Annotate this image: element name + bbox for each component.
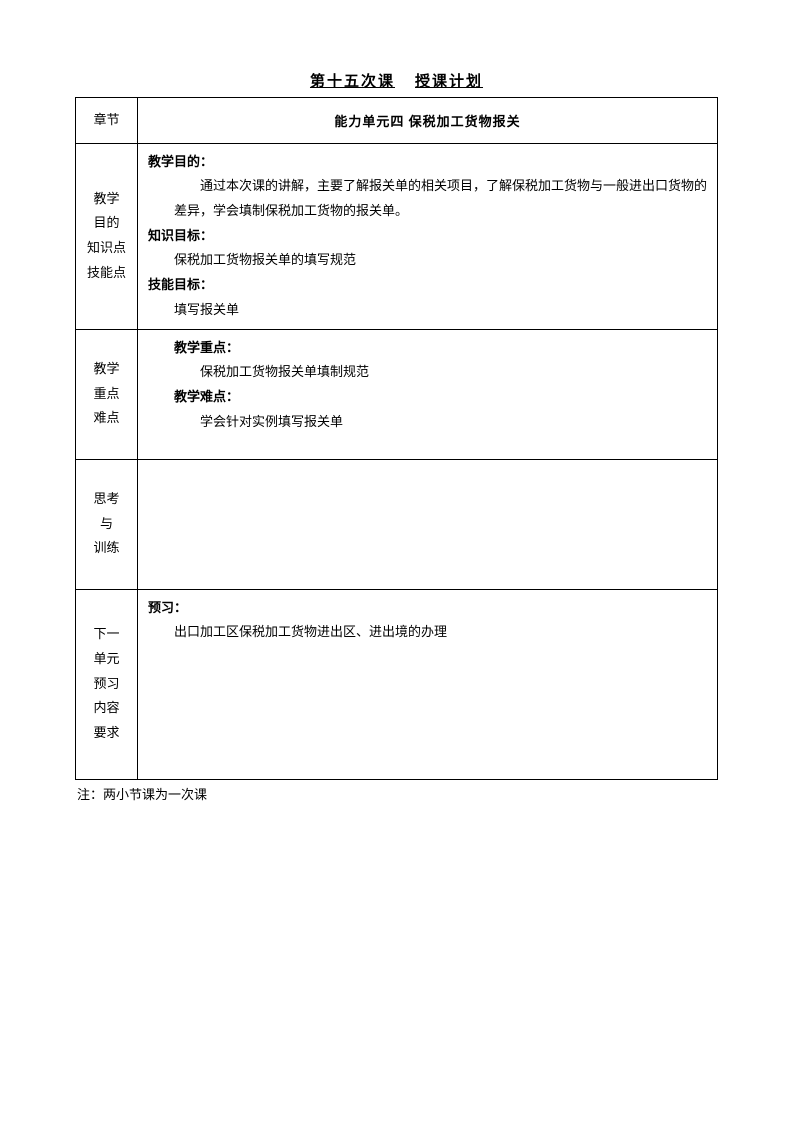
content-preview: 预习： 出口加工区保税加工货物进出区、进出境的办理 bbox=[138, 589, 718, 779]
row-objectives: 教学 目的 知识点 技能点 教学目的： 通过本次课的讲解，主要了解报关单的相关项… bbox=[76, 143, 718, 329]
label-line: 教学 bbox=[80, 357, 133, 382]
heading-skill-goal: 技能目标： bbox=[148, 273, 707, 298]
title-part-1: 第十五次课 bbox=[310, 74, 395, 90]
text-knowledge-goal: 保税加工货物报关单的填写规范 bbox=[148, 248, 707, 273]
text-difficulty: 学会针对实例填写报关单 bbox=[148, 410, 707, 435]
label-chapter-text: 章节 bbox=[93, 112, 119, 127]
label-keypoints: 教学 重点 难点 bbox=[76, 329, 138, 459]
text-teaching-goal: 通过本次课的讲解，主要了解报关单的相关项目，了解保税加工货物与一般进出口货物的差… bbox=[148, 174, 707, 223]
text-key: 保税加工货物报关单填制规范 bbox=[148, 360, 707, 385]
heading-knowledge-goal: 知识目标： bbox=[148, 224, 707, 249]
content-chapter: 能力单元四 保税加工货物报关 bbox=[138, 98, 718, 144]
footnote: 注：两小节课为一次课 bbox=[75, 784, 718, 803]
text-skill-goal: 填写报关单 bbox=[148, 298, 707, 323]
heading-key: 教学重点： bbox=[148, 336, 707, 361]
label-line: 下一 bbox=[80, 622, 133, 647]
content-objectives: 教学目的： 通过本次课的讲解，主要了解报关单的相关项目，了解保税加工货物与一般进… bbox=[138, 143, 718, 329]
heading-preview: 预习： bbox=[148, 596, 707, 621]
row-keypoints: 教学 重点 难点 教学重点： 保税加工货物报关单填制规范 教学难点： 学会针对实… bbox=[76, 329, 718, 459]
label-thinking: 思考 与 训练 bbox=[76, 459, 138, 589]
label-preview: 下一 单元 预习 内容 要求 bbox=[76, 589, 138, 779]
label-line: 预习 bbox=[80, 672, 133, 697]
text-preview: 出口加工区保税加工货物进出区、进出境的办理 bbox=[148, 620, 707, 645]
content-keypoints: 教学重点： 保税加工货物报关单填制规范 教学难点： 学会针对实例填写报关单 bbox=[138, 329, 718, 459]
label-thinking-lines: 思考 与 训练 bbox=[80, 487, 133, 561]
heading-difficulty: 教学难点： bbox=[148, 385, 707, 410]
label-line: 教学 bbox=[80, 187, 133, 212]
label-line: 思考 bbox=[80, 487, 133, 512]
row-thinking: 思考 与 训练 bbox=[76, 459, 718, 589]
label-line: 难点 bbox=[80, 406, 133, 431]
chapter-header: 能力单元四 保税加工货物报关 bbox=[148, 104, 707, 137]
label-line: 知识点 bbox=[80, 236, 133, 261]
label-line: 目的 bbox=[80, 211, 133, 236]
row-preview: 下一 单元 预习 内容 要求 预习： 出口加工区保税加工货物进出区、进出境的办理 bbox=[76, 589, 718, 779]
label-line: 要求 bbox=[80, 721, 133, 746]
heading-teaching-goal: 教学目的： bbox=[148, 150, 707, 175]
label-preview-lines: 下一 单元 预习 内容 要求 bbox=[80, 622, 133, 745]
content-thinking bbox=[138, 459, 718, 589]
label-keypoints-lines: 教学 重点 难点 bbox=[80, 357, 133, 431]
label-objectives-lines: 教学 目的 知识点 技能点 bbox=[80, 187, 133, 286]
title-part-2: 授课计划 bbox=[415, 74, 483, 90]
lesson-plan-table: 章节 能力单元四 保税加工货物报关 教学 目的 知识点 技能点 教学目的： 通过… bbox=[75, 97, 718, 780]
label-line: 训练 bbox=[80, 536, 133, 561]
label-line: 技能点 bbox=[80, 261, 133, 286]
label-line: 与 bbox=[80, 512, 133, 537]
label-line: 单元 bbox=[80, 647, 133, 672]
label-line: 内容 bbox=[80, 696, 133, 721]
page-title: 第十五次课 授课计划 bbox=[75, 70, 718, 91]
label-line: 重点 bbox=[80, 382, 133, 407]
row-chapter: 章节 能力单元四 保税加工货物报关 bbox=[76, 98, 718, 144]
label-objectives: 教学 目的 知识点 技能点 bbox=[76, 143, 138, 329]
label-chapter: 章节 bbox=[76, 98, 138, 144]
